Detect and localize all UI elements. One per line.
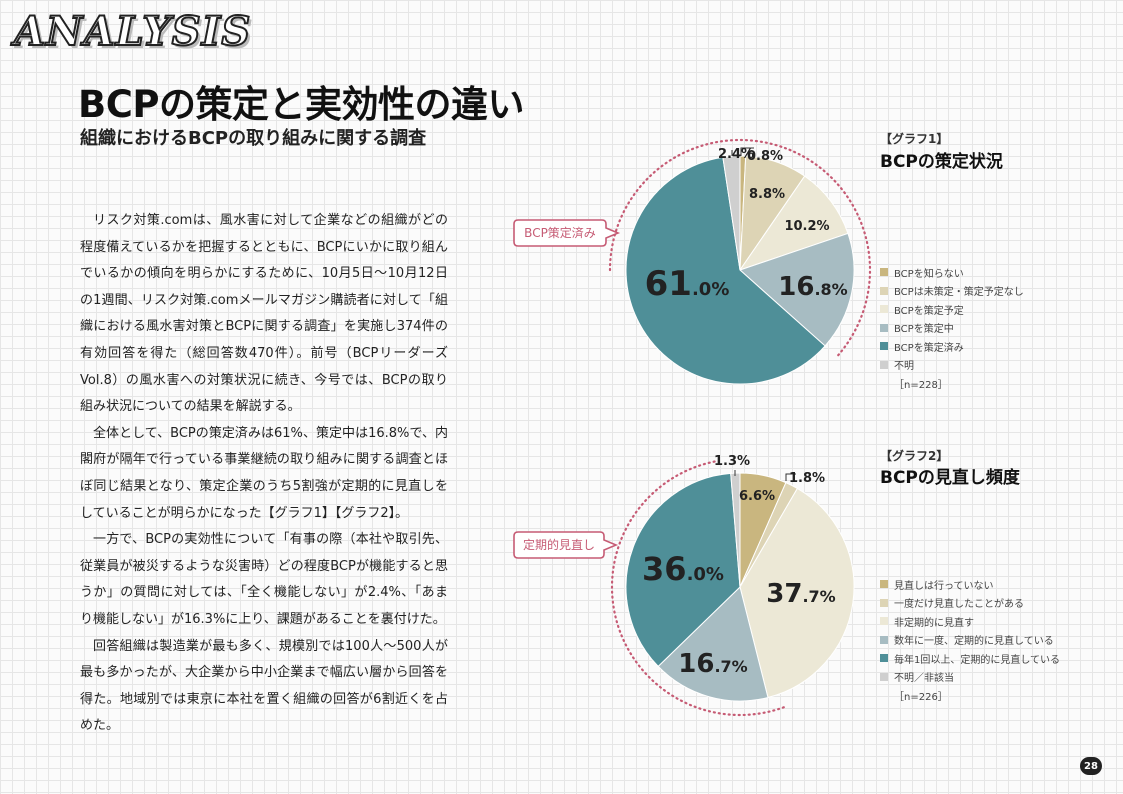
pie-slice [625, 472, 741, 668]
legend-label: 見直しは行っていない [894, 580, 994, 592]
legend-swatch [880, 305, 888, 314]
legend-swatch [880, 580, 888, 589]
sample-size-note: ［n=226］ [894, 692, 948, 703]
sample-size-note: ［n=228］ [894, 380, 948, 391]
section-tag: ANALYSIS [13, 7, 252, 56]
legend-swatch [880, 617, 888, 626]
legend-swatch [880, 672, 888, 681]
chart1-legend: BCPを知らない BCPは未策定・策定予定なし BCPを策定予定 BCPを策定中 BCP… [880, 263, 1024, 391]
slice-value-label: 2.4% [718, 147, 754, 162]
slice-value-label: 8.8% [749, 187, 785, 202]
legend-item: 数年に一度、定期的に見直している [880, 631, 1060, 650]
legend-item: BCPを策定予定 [880, 300, 1024, 319]
pie-slice [738, 175, 849, 271]
chart2-legend: 見直しは行っていない一度だけ見直したことがある 非定期的に見直す数年に一度、定期的… [880, 575, 1060, 703]
callout-text: BCP策定済み [524, 225, 596, 240]
slice-value-label: 36.0% [642, 550, 724, 588]
slice-value-label: 0.8% [747, 149, 783, 164]
legend-item: 毎年1回以上、定期的に見直している [880, 649, 1060, 668]
slice-value-label: 10.2% [784, 219, 829, 234]
page-title: BCPの策定と実効性の違い [78, 83, 524, 126]
legend-item: 不明 [880, 356, 1024, 375]
dotted-outline [608, 138, 872, 357]
slice-value-label: 6.6% [739, 489, 775, 504]
legend-item: BCPを策定中 [880, 319, 1024, 338]
dotted-outline [610, 459, 785, 717]
leader-line [740, 147, 754, 156]
slice-value-label: 16.7% [678, 649, 747, 679]
pie-slice [722, 155, 741, 271]
legend-label: 非定期的に見直す [894, 617, 974, 629]
legend-item: 非定期的に見直す [880, 612, 1060, 631]
legend-label: BCPを策定予定 [894, 305, 964, 317]
legend-item: BCPを策定済み [880, 337, 1024, 356]
slice-value-label: 1.8% [789, 471, 825, 486]
chart2-label: 【グラフ2】 [880, 449, 949, 463]
legend-label: 毎年1回以上、定期的に見直している [894, 654, 1061, 666]
callout-2: 定期的見直し [513, 531, 619, 559]
slice-value-label: 1.3% [714, 454, 750, 469]
chart1-title: BCPの策定状況 [880, 152, 1003, 172]
legend-label: 不明 [894, 361, 914, 373]
legend-label: BCPを知らない [894, 268, 964, 280]
pie-charts-svg: BCP策定済み 0.8% 8.8% 10.2% 16.8% 61.0% 2.4% 定期的見直し… [513, 138, 872, 717]
pie-slice [739, 487, 855, 699]
pie-slice [739, 232, 855, 347]
legend-label: BCPを策定済み [894, 342, 964, 354]
paragraph: 全体として、BCPの策定済みは61%、策定中は16.8%で、内閣府が隔年で行って… [80, 425, 448, 521]
legend-item: 見直しは行っていない [880, 575, 1060, 594]
charts-area: BCP策定済み 0.8% 8.8% 10.2% 16.8% 61.0% 2.4% 定期的見直し… [470, 120, 1110, 720]
paragraph: リスク対策.comは、風水害に対して企業などの組織がどの程度備えているかを把握す… [80, 213, 448, 415]
leader-line [785, 473, 796, 481]
paragraph: 一方で、BCPの実効性について「有事の際（本社や取引先、従業員が被災するような災… [80, 532, 448, 627]
legend-swatch [880, 360, 888, 369]
legend-label: BCPを策定中 [894, 324, 954, 336]
chart1-label: 【グラフ1】 [880, 132, 949, 146]
pie-chart-2: 定期的見直し 6.6% 1.8% 37.7% 16.7% 36.0% 1.3% [513, 454, 855, 717]
legend-item: BCPを知らない [880, 263, 1024, 282]
legend-item: 一度だけ見直したことがある [880, 594, 1060, 613]
legend-label: BCPは未策定・策定予定なし [894, 287, 1024, 299]
legend-label: 不明／非該当 [894, 673, 954, 685]
callout-1: BCP策定済み [513, 219, 621, 247]
legend-swatch [880, 268, 888, 277]
slice-value-label: 37.7% [766, 579, 835, 609]
chart2-title: BCPの見直し頻度 [880, 468, 1020, 488]
legend-swatch [880, 342, 888, 351]
pie-slice [657, 586, 769, 702]
pie-chart-1: BCP策定済み 0.8% 8.8% 10.2% 16.8% 61.0% 2.4% [513, 138, 872, 385]
paragraph: 回答組織は製造業が最も多く、規模別では100人～500人が最も多かったが、大企業… [80, 638, 448, 734]
page-number: 28 [1080, 757, 1102, 775]
legend-swatch [880, 635, 888, 644]
legend-item: 不明／非該当 [880, 668, 1060, 687]
pie-slice [625, 156, 826, 385]
slice-value-label: 16.8% [778, 272, 847, 302]
legend-swatch [880, 654, 888, 663]
legend-item: BCPは未策定・策定予定なし [880, 282, 1024, 301]
slice-value-label: 61.0% [645, 264, 730, 304]
legend-swatch [880, 286, 888, 295]
legend-swatch [880, 323, 888, 332]
page-subtitle: 組織におけるBCPの取り組みに関する調査 [80, 128, 427, 149]
callout-text: 定期的見直し [523, 537, 595, 552]
legend-label: 数年に一度、定期的に見直している [894, 636, 1054, 648]
legend-label: 一度だけ見直したことがある [894, 599, 1024, 611]
article-body: リスク対策.comは、風水害に対して企業などの組織がどの程度備えているかを把握す… [80, 208, 448, 740]
legend-swatch [880, 598, 888, 607]
